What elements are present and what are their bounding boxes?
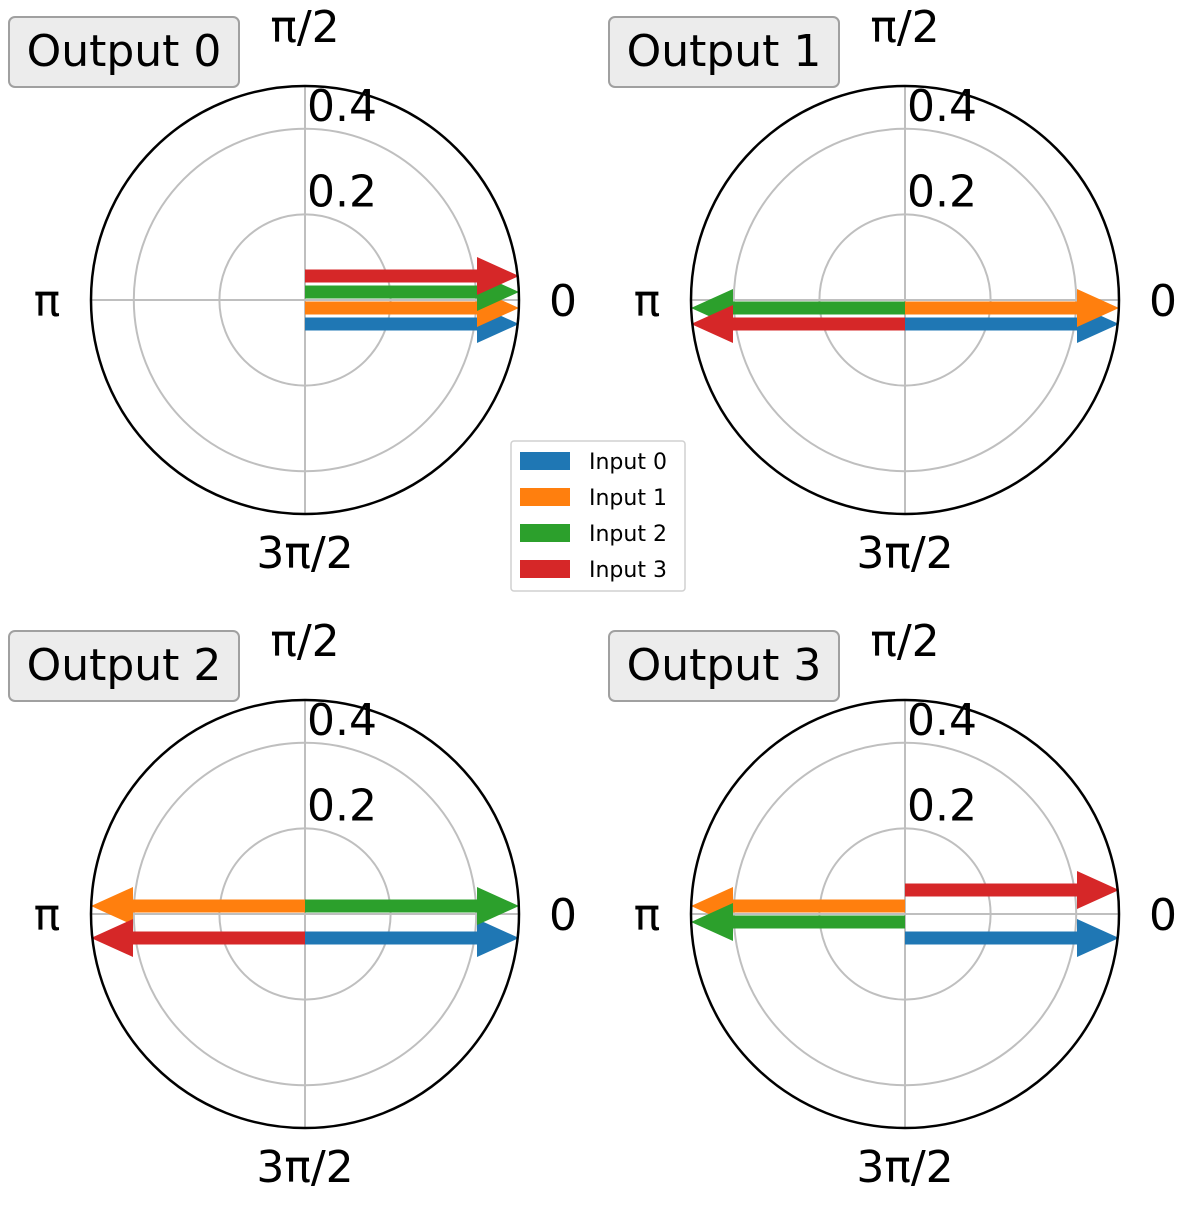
vector-arrow-input-1: [91, 887, 305, 925]
vector-arrow-input-1: [905, 289, 1119, 327]
angle-tick-label: π: [634, 276, 661, 327]
vector-arrow-input-0: [305, 305, 519, 343]
vector-arrow-input-0: [305, 919, 519, 957]
panel-title-box: [8, 630, 240, 702]
vector-arrow-input-2: [691, 289, 905, 327]
legend-swatch: [520, 560, 570, 578]
angle-tick-label: 3π/2: [856, 528, 953, 579]
legend-label: Input 1: [589, 486, 667, 511]
panel-title-box: [608, 16, 840, 88]
legend-label: Input 3: [589, 558, 667, 583]
panel-title-box: [8, 16, 240, 88]
legend-label: Input 0: [589, 450, 667, 475]
vector-arrow-input-1: [691, 887, 905, 925]
angle-tick-label: π/2: [870, 616, 939, 667]
angle-tick-label: π/2: [270, 2, 339, 53]
polar-spine: [89, 698, 521, 1130]
angle-tick-label: 0: [549, 890, 577, 941]
angle-tick-label: π: [634, 890, 661, 941]
angle-tick-label: π/2: [870, 2, 939, 53]
radial-tick-label: 0.2: [307, 166, 377, 217]
polar-panel-2: 0.2 0.4 0 π/2 π 3π/2 Output 2: [8, 616, 577, 1193]
angle-tick-label: 0: [549, 276, 577, 327]
polar-panel-1: 0.2 0.4 0 π/2 π 3π/2 Output 1: [608, 2, 1177, 579]
angle-tick-label: 0: [1149, 890, 1177, 941]
angle-tick-label: 3π/2: [856, 1142, 953, 1193]
vector-arrow-input-1: [305, 289, 519, 327]
radial-tick-label: 0.4: [907, 695, 977, 746]
radial-tick-label: 0.2: [907, 166, 977, 217]
radial-tick-label: 0.2: [907, 780, 977, 831]
panel-title-box: [608, 630, 840, 702]
vector-arrow-input-3: [691, 305, 905, 343]
vector-arrow-input-0: [905, 919, 1119, 957]
polar-spine: [689, 698, 1121, 1130]
angle-tick-label: π: [34, 276, 61, 327]
angle-tick-label: 0: [1149, 276, 1177, 327]
vector-arrow-input-2: [305, 887, 519, 925]
radial-tick-label: 0.4: [307, 81, 377, 132]
vector-arrow-input-2: [305, 273, 519, 311]
polar-spine: [689, 84, 1121, 516]
polar-spine: [89, 84, 521, 516]
legend-box: [510, 440, 686, 592]
vector-arrow-input-3: [905, 871, 1119, 909]
legend-swatch: [520, 452, 570, 470]
legend: Input 0 Input 1 Input 2 Input 3: [510, 440, 686, 592]
legend-swatch: [520, 488, 570, 506]
panel-title: Output 0: [27, 26, 222, 77]
radial-tick-label: 0.4: [307, 695, 377, 746]
vector-arrow-input-0: [905, 305, 1119, 343]
radial-tick-label: 0.2: [307, 780, 377, 831]
angle-tick-label: 3π/2: [256, 1142, 353, 1193]
angle-tick-label: π/2: [270, 616, 339, 667]
legend-swatch: [520, 524, 570, 542]
angle-tick-label: π: [34, 890, 61, 941]
radial-tick-label: 0.4: [907, 81, 977, 132]
legend-label: Input 2: [589, 522, 667, 547]
vector-arrow-input-3: [91, 919, 305, 957]
polar-panel-3: 0.2 0.4 0 π/2 π 3π/2 Output 3: [608, 616, 1177, 1193]
vector-arrow-input-2: [691, 903, 905, 941]
panel-title: Output 3: [627, 640, 822, 691]
vector-arrow-input-3: [305, 257, 519, 295]
angle-tick-label: 3π/2: [256, 528, 353, 579]
panel-title: Output 2: [27, 640, 222, 691]
panel-title: Output 1: [627, 26, 822, 77]
polar-panel-0: 0.2 0.4 0 π/2 π 3π/2 Output 0: [8, 2, 577, 579]
